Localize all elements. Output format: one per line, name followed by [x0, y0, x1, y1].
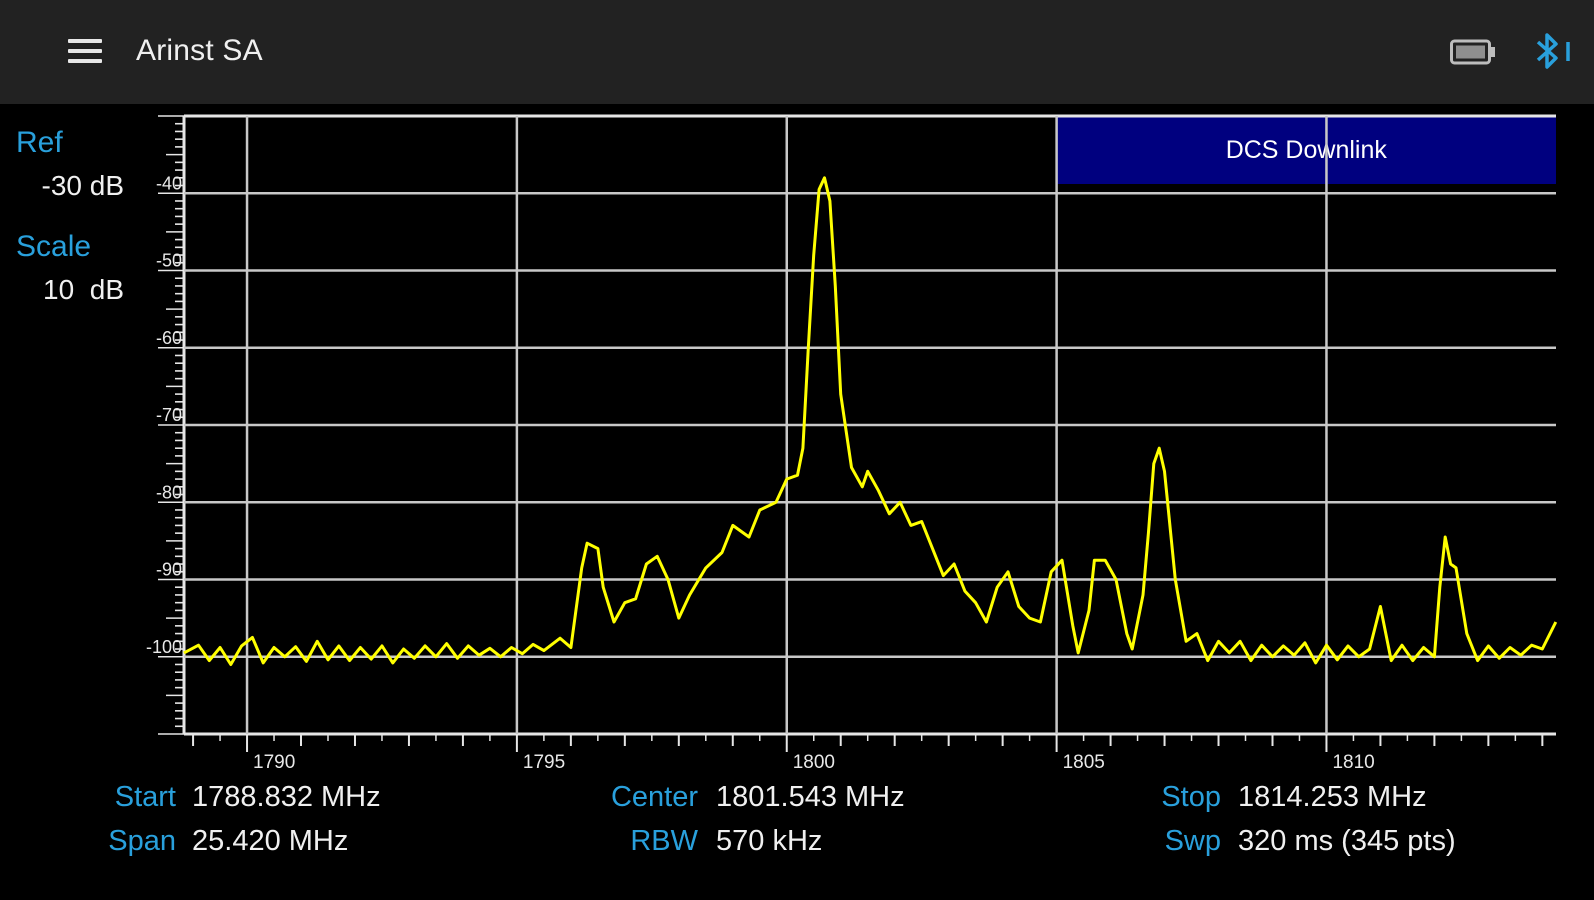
- stop-label: Stop: [1161, 781, 1221, 813]
- rbw-value[interactable]: 570 kHz: [716, 825, 823, 857]
- span-value[interactable]: 25.420 MHz: [192, 825, 349, 857]
- x-tick-label: 1790: [253, 752, 295, 773]
- start-value[interactable]: 1788.832 MHz: [192, 781, 381, 813]
- y-tick-label: -100: [146, 637, 182, 657]
- x-tick-label: 1800: [793, 752, 835, 773]
- band-label: DCS Downlink: [1226, 136, 1388, 164]
- center-label: Center: [610, 781, 698, 813]
- y-tick-label: -80: [156, 482, 182, 502]
- x-tick-label: 1805: [1063, 752, 1105, 773]
- band-highlight[interactable]: [1056, 116, 1556, 184]
- y-tick-label: -90: [156, 560, 182, 580]
- center-value[interactable]: 1801.543 MHz: [716, 781, 905, 813]
- swp-value[interactable]: 320 ms (345 pts): [1238, 825, 1456, 857]
- app-title: Arinst SA: [136, 34, 263, 67]
- hamburger-menu-icon[interactable]: [58, 32, 108, 74]
- swp-label: Swp: [1164, 825, 1221, 857]
- y-tick-label: -60: [156, 328, 182, 348]
- rbw-label: RBW: [630, 825, 698, 857]
- ref-label: Ref: [16, 126, 63, 159]
- y-tick-label: -50: [156, 251, 182, 271]
- scale-value[interactable]: 10 dB: [43, 274, 124, 305]
- ref-value[interactable]: -30 dB: [41, 170, 125, 201]
- x-tick-label: 1810: [1332, 752, 1374, 773]
- bluetooth-icon[interactable]: [1530, 30, 1578, 74]
- battery-icon[interactable]: [1450, 38, 1496, 66]
- y-tick-label: -40: [156, 173, 182, 193]
- x-tick-label: 1795: [523, 752, 565, 773]
- stop-value[interactable]: 1814.253 MHz: [1238, 781, 1427, 813]
- span-label: Span: [108, 825, 176, 857]
- y-tick-label: -70: [156, 405, 182, 425]
- app-bar: Arinst SA: [0, 0, 1594, 104]
- spectrum-trace: [183, 176, 1558, 666]
- start-label: Start: [114, 781, 176, 813]
- scale-label: Scale: [16, 230, 92, 263]
